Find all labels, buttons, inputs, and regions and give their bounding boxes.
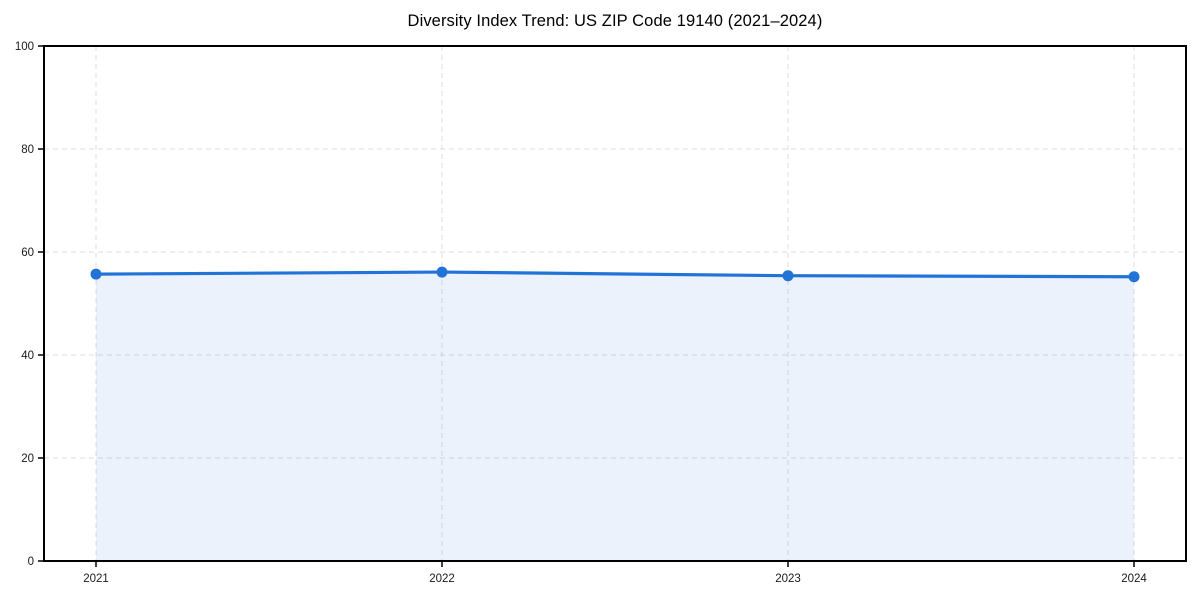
y-tick-label: 40 [21,350,34,362]
x-tick-label: 2021 [83,573,109,585]
x-tick-label: 2022 [429,573,455,585]
area-fill [96,272,1134,561]
y-tick-label: 60 [21,247,34,259]
x-tick-label: 2024 [1121,573,1147,585]
y-tick-label: 80 [21,144,34,156]
chart-title: Diversity Index Trend: US ZIP Code 19140… [407,12,823,30]
data-point-marker [782,270,794,282]
y-tick-label: 0 [28,556,34,568]
data-point-marker [436,266,448,278]
plot-border [43,45,1187,562]
y-tick-label: 20 [21,453,34,465]
data-point-marker [90,268,102,280]
data-point-marker [1128,271,1140,283]
y-tick-label: 100 [15,41,34,53]
trend-line [94,270,1136,279]
x-tick-label: 2023 [775,573,801,585]
